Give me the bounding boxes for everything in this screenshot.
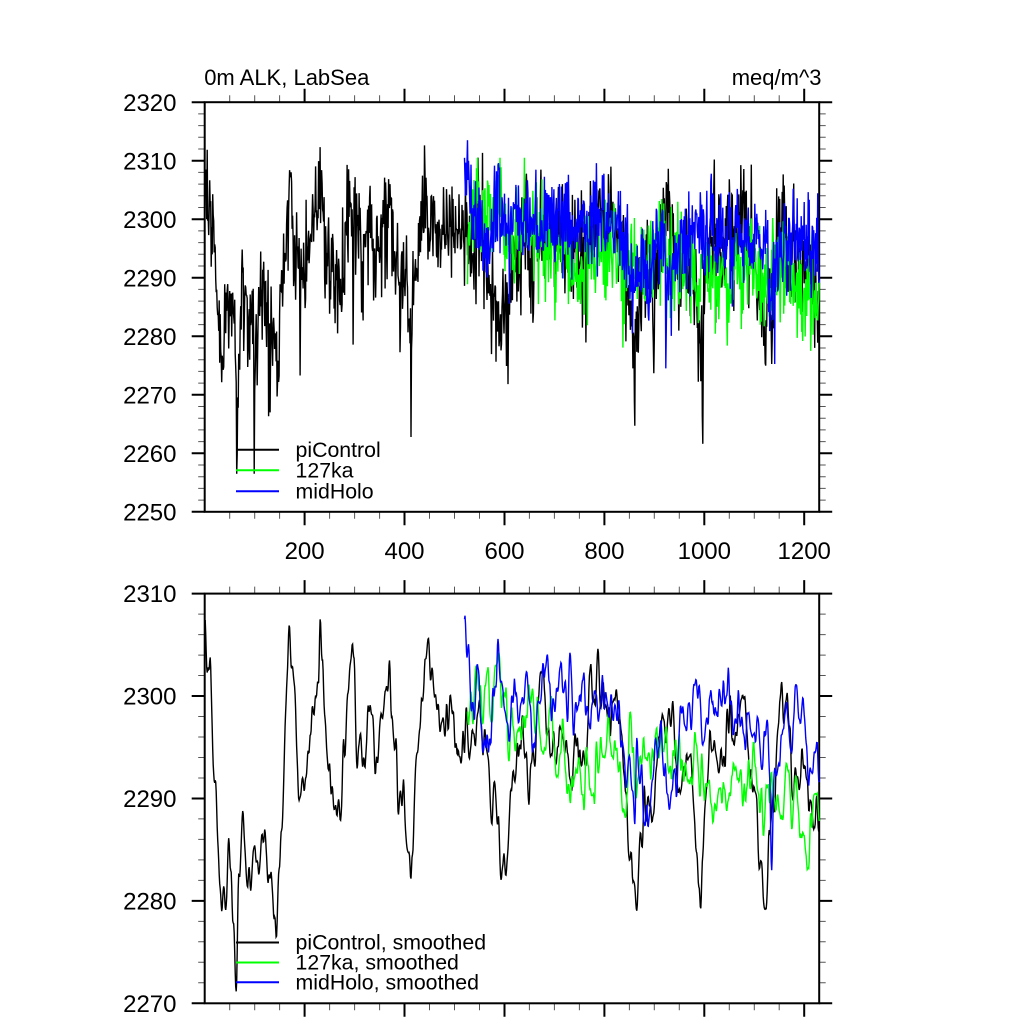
svg-text:600: 600 <box>484 538 524 565</box>
svg-text:2270: 2270 <box>123 991 176 1018</box>
svg-text:2270: 2270 <box>123 382 176 409</box>
svg-text:200: 200 <box>285 538 325 565</box>
svg-text:127ka, smoothed: 127ka, smoothed <box>296 951 459 975</box>
svg-text:1000: 1000 <box>678 538 731 565</box>
svg-text:400: 400 <box>384 538 424 565</box>
svg-text:meq/m^3: meq/m^3 <box>732 65 822 90</box>
svg-text:2320: 2320 <box>123 90 176 117</box>
svg-text:2280: 2280 <box>123 889 176 916</box>
svg-text:piControl: piControl <box>296 438 381 462</box>
svg-text:2290: 2290 <box>123 265 176 292</box>
svg-text:2290: 2290 <box>123 786 176 813</box>
svg-text:2300: 2300 <box>123 207 176 234</box>
svg-text:midHolo: midHolo <box>296 480 374 504</box>
svg-text:2280: 2280 <box>123 324 176 351</box>
svg-text:800: 800 <box>584 538 624 565</box>
svg-text:2250: 2250 <box>123 499 176 526</box>
svg-text:midHolo, smoothed: midHolo, smoothed <box>296 970 479 994</box>
svg-text:127ka: 127ka <box>296 459 354 483</box>
svg-text:1200: 1200 <box>778 538 831 565</box>
svg-text:piControl, smoothed: piControl, smoothed <box>296 931 487 955</box>
svg-text:2300: 2300 <box>123 684 176 711</box>
svg-text:2260: 2260 <box>123 441 176 468</box>
svg-text:2310: 2310 <box>123 148 176 175</box>
svg-text:2310: 2310 <box>123 581 176 608</box>
svg-text:0m ALK, LabSea: 0m ALK, LabSea <box>204 65 370 90</box>
